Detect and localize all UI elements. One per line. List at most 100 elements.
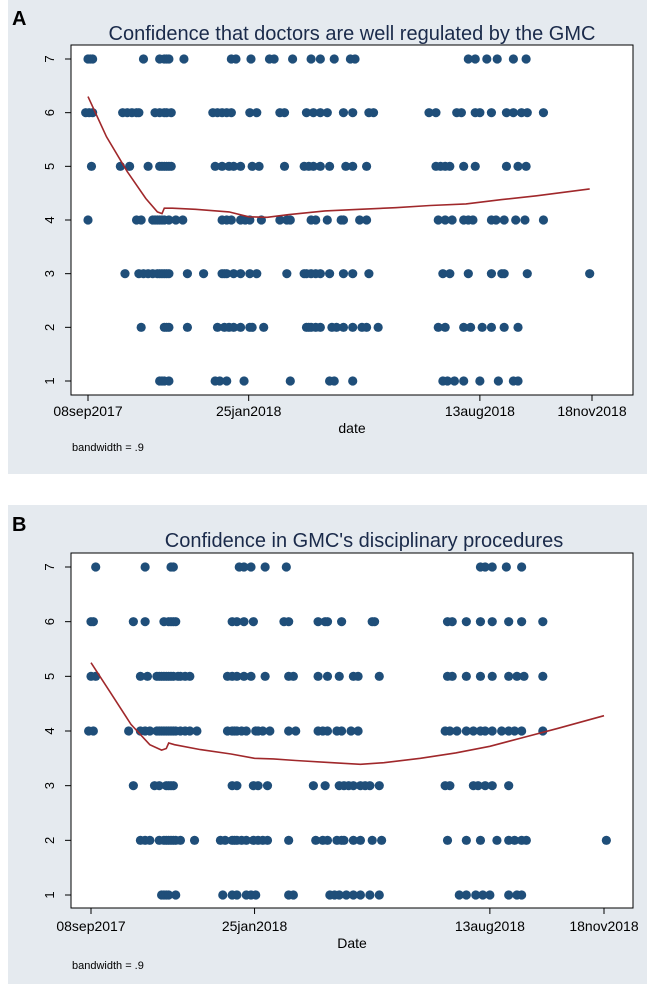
scatter-point	[311, 835, 321, 845]
scatter-point	[501, 161, 512, 171]
scatter-point	[487, 781, 497, 791]
scatter-point	[262, 835, 273, 845]
scatter-point	[480, 726, 490, 736]
scatter-point	[232, 671, 242, 681]
scatter-point	[348, 835, 358, 845]
y-tick-label: 5	[42, 163, 57, 170]
scatter-point	[509, 835, 520, 845]
scatter-point	[374, 671, 384, 681]
scatter-point	[88, 617, 98, 627]
chart-title: Confidence that doctors are well regulat…	[109, 23, 596, 45]
scatter-point	[140, 617, 150, 627]
scatter-point	[480, 562, 490, 572]
scatter-point	[492, 54, 502, 64]
scatter-point	[504, 617, 514, 627]
scatter-point	[166, 108, 176, 118]
scatter-point	[473, 781, 483, 791]
scatter-point	[254, 161, 264, 171]
scatter-point	[215, 376, 225, 386]
scatter-point	[218, 890, 228, 900]
scatter-point	[322, 215, 332, 225]
scatter-point	[337, 726, 347, 736]
x-tick-label: 25jan2018	[222, 918, 288, 934]
scatter-point	[145, 835, 155, 845]
scatter-point	[338, 215, 349, 225]
scatter-point	[315, 54, 325, 64]
y-tick-label: 4	[42, 727, 57, 734]
scatter-point	[522, 269, 532, 279]
x-axis-label: date	[338, 420, 365, 436]
scatter-point	[288, 54, 298, 64]
scatter-point	[520, 215, 530, 225]
scatter-point	[308, 161, 319, 171]
scatter-point	[322, 671, 333, 681]
scatter-point	[522, 108, 532, 118]
scatter-point	[442, 835, 453, 845]
x-tick-label: 25jan2018	[216, 403, 282, 419]
scatter-point	[338, 108, 349, 118]
scatter-point	[320, 781, 330, 791]
scatter-point	[168, 562, 178, 572]
scatter-point	[259, 322, 269, 332]
panel-label-a: A	[12, 8, 27, 30]
scatter-point	[461, 890, 471, 900]
scatter-point	[511, 215, 521, 225]
y-tick-label: 6	[42, 109, 57, 116]
scatter-point	[229, 322, 239, 332]
scatter-point	[447, 671, 457, 681]
scatter-point	[192, 726, 202, 736]
scatter-point	[433, 215, 443, 225]
scatter-point	[262, 781, 273, 791]
scatter-point	[497, 726, 507, 736]
scatter-point	[135, 671, 146, 681]
scatter-point	[284, 726, 294, 736]
scatter-point	[487, 671, 497, 681]
scatter-point	[313, 617, 323, 627]
scatter-point	[308, 108, 319, 118]
scatter-point	[601, 835, 611, 845]
scatter-point	[361, 322, 372, 332]
scatter-point	[463, 269, 473, 279]
scatter-point	[143, 161, 153, 171]
scatter-point	[220, 835, 230, 845]
scatter-point	[480, 781, 490, 791]
scatter-point	[338, 269, 349, 279]
scatter-point	[459, 376, 469, 386]
scatter-point	[182, 322, 193, 332]
scatter-point	[501, 562, 511, 572]
scatter-point	[83, 215, 93, 225]
scatter-point	[164, 322, 174, 332]
scatter-point	[521, 54, 531, 64]
scatter-point	[308, 781, 318, 791]
scatter-point	[285, 215, 295, 225]
scatter-point	[445, 781, 455, 791]
scatter-point	[513, 161, 523, 171]
scatter-point	[341, 161, 351, 171]
scatter-point	[164, 215, 174, 225]
scatter-point	[456, 108, 466, 118]
scatter-point	[341, 890, 351, 900]
scatter-point	[438, 269, 448, 279]
scatter-point	[232, 890, 242, 900]
scatter-point	[247, 161, 257, 171]
scatter-point	[231, 54, 241, 64]
scatter-point	[454, 890, 464, 900]
scatter-point	[361, 161, 372, 171]
scatter-point	[239, 671, 249, 681]
scatter-point	[452, 726, 462, 736]
scatter-point	[485, 890, 495, 900]
scatter-point	[461, 726, 471, 736]
scatter-point	[355, 835, 366, 845]
y-tick-label: 6	[42, 618, 57, 625]
scatter-point	[538, 671, 548, 681]
bandwidth-note: bandwidth = .9	[72, 960, 144, 972]
scatter-point	[348, 161, 358, 171]
scatter-point	[364, 269, 374, 279]
x-tick-label: 18nov2018	[569, 918, 639, 934]
scatter-point	[246, 562, 256, 572]
scatter-point	[164, 269, 174, 279]
scatter-point	[459, 322, 469, 332]
scatter-point	[442, 376, 453, 386]
scatter-point	[504, 671, 514, 681]
scatter-point	[504, 890, 514, 900]
